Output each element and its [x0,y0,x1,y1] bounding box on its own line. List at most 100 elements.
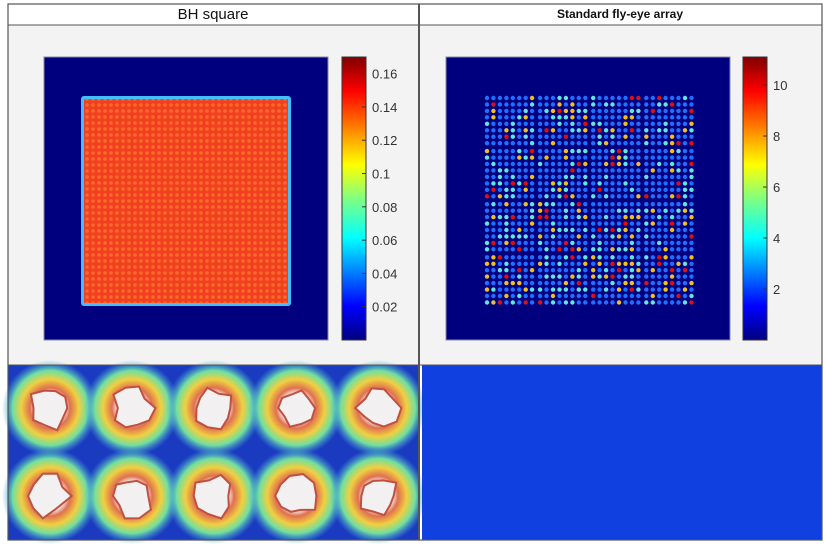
array-dot [597,234,602,239]
array-dot [610,141,615,146]
array-dot [563,121,569,127]
array-dot [597,148,602,154]
array-dot [669,148,675,154]
array-dot [682,293,688,299]
array-dot [523,234,528,239]
array-dot [689,181,694,186]
array-dot [544,255,549,260]
array-dot [504,261,509,266]
array-dot [497,148,503,154]
array-dot [663,300,668,305]
array-dot [610,115,615,120]
array-dot [517,300,522,305]
array-dot [636,128,641,133]
array-dot [663,161,668,167]
array-dot [570,208,575,213]
array-dot [616,108,622,114]
array-dot [650,187,655,192]
array-dot [491,181,496,186]
array-dot [689,202,694,207]
array-dot [529,234,535,239]
array-dot [616,181,622,186]
array-dot [597,268,602,273]
array-dot [676,261,681,266]
array-dot [537,102,543,107]
array-dot [576,161,581,167]
array-dot [484,115,490,120]
array-dot [491,247,496,252]
array-dot [591,108,596,114]
array-dot [682,255,688,260]
array-dot [576,274,581,279]
array-dot [557,134,562,139]
array-dot [644,134,649,139]
array-dot [616,134,622,139]
array-dot [544,128,549,133]
array-dot [576,234,581,239]
array-dot [663,102,668,107]
array-dot [484,161,490,167]
array-dot [610,227,615,233]
array-dot [484,240,490,246]
array-dot [583,280,588,286]
array-dot [644,102,649,107]
array-dot [570,194,575,199]
array-dot [616,274,622,279]
array-dot [623,255,628,260]
array-dot [650,240,655,246]
array-dot [523,227,528,233]
array-dot [563,134,569,139]
array-dot [650,287,655,292]
array-dot [616,287,622,292]
array-dot [537,115,543,120]
array-dot [657,148,662,154]
array-dot [557,227,562,233]
array-dot [682,115,688,120]
array-dot [644,234,649,239]
array-dot [491,300,496,305]
array-dot [576,280,581,286]
array-dot [657,240,662,246]
array-dot [663,293,668,299]
array-dot [676,287,681,292]
array-dot [557,128,562,133]
array-dot [663,168,668,173]
array-dot [650,268,655,273]
array-dot [583,234,588,239]
array-dot [682,108,688,114]
array-dot [636,187,641,192]
array-dot [537,261,543,266]
array-dot [491,108,496,114]
array-dot [537,208,543,213]
array-dot [583,194,588,199]
array-dot [676,141,681,146]
array-dot [597,194,602,199]
array-dot [557,234,562,239]
array-dot [597,280,602,286]
array-dot [557,240,562,246]
array-dot [689,115,694,120]
array-dot [657,202,662,207]
array-dot [629,280,635,286]
array-dot [616,202,622,207]
array-dot [676,208,681,213]
array-dot [629,134,635,139]
array-dot [570,121,575,127]
array-dot [623,194,628,199]
array-dot [510,240,515,246]
array-dot [563,300,569,305]
array-dot [583,148,588,154]
array-dot [484,261,490,266]
array-dot [510,174,515,180]
array-dot [583,174,588,180]
array-dot [504,108,509,114]
array-dot [644,255,649,260]
left-title: BH square [178,6,249,23]
array-dot [570,280,575,286]
array-dot [484,121,490,127]
array-dot [610,187,615,192]
array-dot [576,174,581,180]
array-dot [669,174,675,180]
array-dot [517,221,522,226]
array-dot [497,227,503,233]
